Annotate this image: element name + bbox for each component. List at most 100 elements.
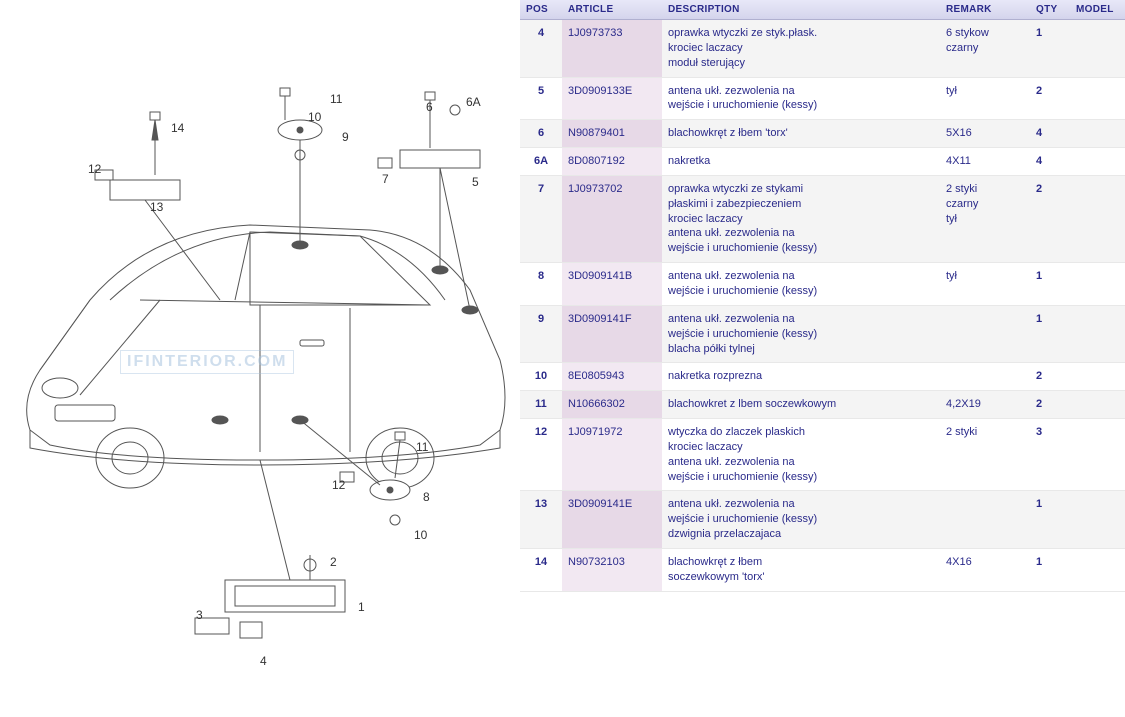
col-remark[interactable]: REMARK bbox=[940, 0, 1030, 20]
cell-pos: 7 bbox=[520, 175, 562, 262]
cell-pos: 6 bbox=[520, 120, 562, 148]
table-row[interactable]: 121J0971972wtyczka do zlaczek plaskichkr… bbox=[520, 419, 1125, 491]
cell-qty: 2 bbox=[1030, 77, 1070, 120]
cell-remark: 2 stykiczarnytył bbox=[940, 175, 1030, 262]
callout-label: 2 bbox=[330, 555, 337, 569]
cell-model bbox=[1070, 148, 1125, 176]
callout-label: 11 bbox=[330, 92, 342, 106]
cell-model bbox=[1070, 120, 1125, 148]
cell-model bbox=[1070, 77, 1125, 120]
cell-article: 8D0807192 bbox=[562, 148, 662, 176]
callout-label: 8 bbox=[423, 490, 430, 504]
cell-pos: 9 bbox=[520, 305, 562, 363]
cell-pos: 5 bbox=[520, 77, 562, 120]
col-pos[interactable]: POS bbox=[520, 0, 562, 20]
table-row[interactable]: 83D0909141Bantena ukł. zezwolenia nawejś… bbox=[520, 263, 1125, 306]
cell-pos: 11 bbox=[520, 391, 562, 419]
cell-model bbox=[1070, 263, 1125, 306]
table-row[interactable]: 108E0805943nakretka rozprezna 2 bbox=[520, 363, 1125, 391]
cell-qty: 4 bbox=[1030, 120, 1070, 148]
cell-description: blachowkręt z łbem 'torx' bbox=[662, 120, 940, 148]
cell-qty: 1 bbox=[1030, 20, 1070, 78]
col-qty[interactable]: QTY bbox=[1030, 0, 1070, 20]
cell-remark bbox=[940, 363, 1030, 391]
cell-article: 3D0909141B bbox=[562, 263, 662, 306]
cell-remark: tył bbox=[940, 263, 1030, 306]
table-row[interactable]: 11N10666302blachowkret z lbem soczewkowy… bbox=[520, 391, 1125, 419]
cell-remark: 4X11 bbox=[940, 148, 1030, 176]
table-row[interactable]: 6A8D0807192nakretka4X114 bbox=[520, 148, 1125, 176]
cell-model bbox=[1070, 305, 1125, 363]
callout-label: 7 bbox=[382, 172, 389, 186]
cell-article: 1J0971972 bbox=[562, 419, 662, 491]
diagram-pane: IFINTERIOR.COM 1412131191066A75111281023… bbox=[0, 0, 520, 717]
col-model[interactable]: MODEL bbox=[1070, 0, 1125, 20]
col-article[interactable]: ARTICLE bbox=[562, 0, 662, 20]
table-row[interactable]: 133D0909141Eantena ukł. zezwolenia nawej… bbox=[520, 491, 1125, 549]
parts-table-header: POS ARTICLE DESCRIPTION REMARK QTY MODEL bbox=[520, 0, 1125, 20]
cell-qty: 2 bbox=[1030, 175, 1070, 262]
cell-remark bbox=[940, 491, 1030, 549]
cell-model bbox=[1070, 175, 1125, 262]
cell-description: antena ukł. zezwolenia nawejście i uruch… bbox=[662, 77, 940, 120]
cell-remark: 6 stykowczarny bbox=[940, 20, 1030, 78]
cell-article: N90879401 bbox=[562, 120, 662, 148]
cell-pos: 10 bbox=[520, 363, 562, 391]
cell-remark: tył bbox=[940, 77, 1030, 120]
cell-article: N10666302 bbox=[562, 391, 662, 419]
callout-label: 10 bbox=[414, 528, 427, 542]
callout-label: 11 bbox=[416, 440, 428, 454]
cell-description: oprawka wtyczki ze stykamipłaskimi i zab… bbox=[662, 175, 940, 262]
cell-qty: 3 bbox=[1030, 419, 1070, 491]
callout-label: 1 bbox=[358, 600, 365, 614]
callout-label: 14 bbox=[171, 121, 184, 135]
cell-model bbox=[1070, 363, 1125, 391]
callout-label: 3 bbox=[196, 608, 203, 622]
cell-pos: 4 bbox=[520, 20, 562, 78]
cell-article: 3D0909133E bbox=[562, 77, 662, 120]
cell-model bbox=[1070, 419, 1125, 491]
table-row[interactable]: 53D0909133Eantena ukł. zezwolenia nawejś… bbox=[520, 77, 1125, 120]
cell-qty: 1 bbox=[1030, 305, 1070, 363]
parts-table: POS ARTICLE DESCRIPTION REMARK QTY MODEL… bbox=[520, 0, 1125, 592]
cell-description: antena ukł. zezwolenia nawejście i uruch… bbox=[662, 305, 940, 363]
cell-pos: 8 bbox=[520, 263, 562, 306]
callout-label: 13 bbox=[150, 200, 163, 214]
cell-qty: 4 bbox=[1030, 148, 1070, 176]
cell-model bbox=[1070, 20, 1125, 78]
cell-description: nakretka rozprezna bbox=[662, 363, 940, 391]
cell-article: 8E0805943 bbox=[562, 363, 662, 391]
callout-label: 10 bbox=[308, 110, 321, 124]
callout-label: 5 bbox=[472, 175, 479, 189]
cell-qty: 2 bbox=[1030, 391, 1070, 419]
callout-label: 6A bbox=[466, 95, 481, 109]
cell-remark: 4,2X19 bbox=[940, 391, 1030, 419]
table-row[interactable]: 14N90732103blachowkręt z łbemsoczewkowym… bbox=[520, 548, 1125, 591]
cell-qty: 1 bbox=[1030, 548, 1070, 591]
cell-model bbox=[1070, 491, 1125, 549]
cell-model bbox=[1070, 391, 1125, 419]
table-row[interactable]: 6N90879401blachowkręt z łbem 'torx'5X164 bbox=[520, 120, 1125, 148]
cell-pos: 13 bbox=[520, 491, 562, 549]
callout-label: 6 bbox=[426, 100, 433, 114]
table-row[interactable]: 71J0973702oprawka wtyczki ze stykamipłas… bbox=[520, 175, 1125, 262]
cell-remark bbox=[940, 305, 1030, 363]
cell-description: oprawka wtyczki ze styk.płask.krociec la… bbox=[662, 20, 940, 78]
cell-qty: 1 bbox=[1030, 491, 1070, 549]
cell-article: N90732103 bbox=[562, 548, 662, 591]
cell-remark: 2 styki bbox=[940, 419, 1030, 491]
col-desc[interactable]: DESCRIPTION bbox=[662, 0, 940, 20]
cell-qty: 2 bbox=[1030, 363, 1070, 391]
parts-table-body: 41J0973733oprawka wtyczki ze styk.płask.… bbox=[520, 20, 1125, 592]
cell-description: antena ukł. zezwolenia nawejście i uruch… bbox=[662, 491, 940, 549]
callout-label: 12 bbox=[88, 162, 101, 176]
callout-label: 4 bbox=[260, 654, 267, 668]
cell-remark: 4X16 bbox=[940, 548, 1030, 591]
table-row[interactable]: 93D0909141Fantena ukł. zezwolenia nawejś… bbox=[520, 305, 1125, 363]
table-row[interactable]: 41J0973733oprawka wtyczki ze styk.płask.… bbox=[520, 20, 1125, 78]
cell-pos: 12 bbox=[520, 419, 562, 491]
cell-article: 1J0973702 bbox=[562, 175, 662, 262]
cell-article: 3D0909141F bbox=[562, 305, 662, 363]
cell-remark: 5X16 bbox=[940, 120, 1030, 148]
diagram-watermark: IFINTERIOR.COM bbox=[120, 350, 294, 374]
